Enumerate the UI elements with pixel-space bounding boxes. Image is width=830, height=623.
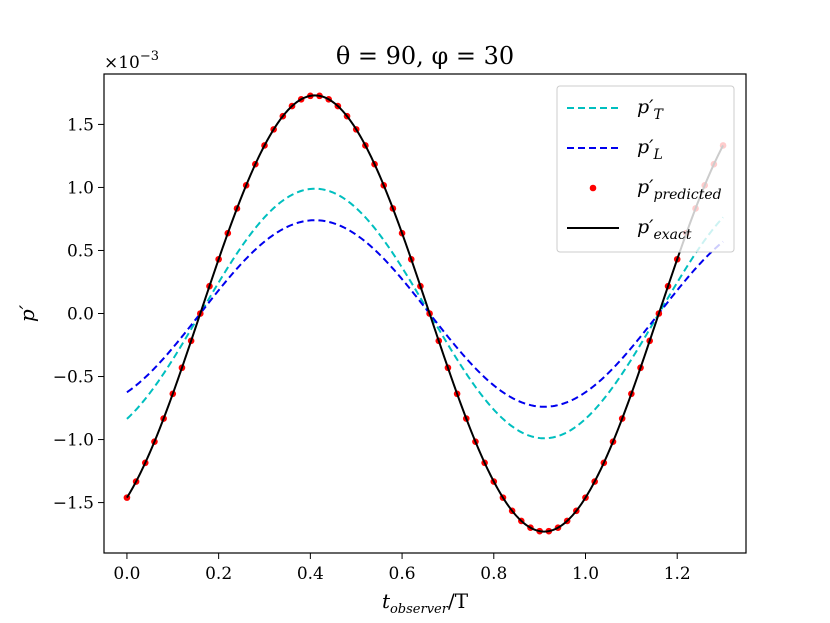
x-tick-label: 0.2 [205, 564, 232, 584]
x-axis-label-rest: /T [448, 589, 469, 613]
x-axis-label: tobserver/T [382, 589, 469, 617]
y-tick-label: −1.5 [53, 494, 94, 514]
x-tick-label: 0.6 [389, 564, 416, 584]
y-axis-label: p′ [15, 304, 39, 322]
chart-title: θ = 90, φ = 30 [336, 42, 514, 70]
y-tick-label: 1.5 [67, 115, 94, 135]
y-tick-label: 0.5 [67, 241, 94, 261]
y-axis-ticks: −1.5 −1.0 −0.5 0.0 0.5 1.0 1.5 [53, 115, 104, 514]
x-tick-label: 0.0 [113, 564, 140, 584]
plot-area [123, 92, 727, 535]
x-axis-ticks: 0.0 0.2 0.4 0.6 0.8 1.0 1.2 [113, 553, 691, 584]
y-tick-label: −0.5 [53, 368, 94, 388]
legend-entry: p′T [567, 96, 664, 123]
series-line-T [126, 187, 724, 440]
x-tick-label: 1.0 [572, 564, 599, 584]
series-line-exact [126, 94, 724, 533]
x-axis-label-base: t [382, 589, 391, 613]
y-offset-exponent: −3 [140, 49, 159, 64]
x-tick-label: 1.2 [664, 564, 691, 584]
legend-label: p′T [637, 96, 664, 123]
y-tick-label: −1.0 [53, 431, 94, 451]
x-tick-label: 0.8 [480, 564, 507, 584]
x-tick-label: 0.4 [297, 564, 324, 584]
legend-label: p′L [637, 136, 663, 163]
y-offset-base: ×10 [104, 53, 140, 73]
legend-label: p′exact [637, 216, 692, 243]
series-line-L [126, 219, 724, 408]
y-offset-text: ×10−3 [104, 49, 159, 73]
legend: p′T p′L p′predicted p′exact [556, 85, 735, 253]
x-axis-label-sub: observer [390, 602, 449, 617]
y-tick-label: 1.0 [67, 178, 94, 198]
legend-entry: p′exact [567, 216, 692, 243]
legend-entry: p′predicted [589, 176, 722, 203]
legend-marker [589, 184, 597, 192]
legend-label: p′predicted [637, 176, 722, 203]
legend-box [556, 85, 735, 253]
legend-entry: p′L [567, 136, 663, 163]
y-tick-label: 0.0 [67, 305, 94, 325]
